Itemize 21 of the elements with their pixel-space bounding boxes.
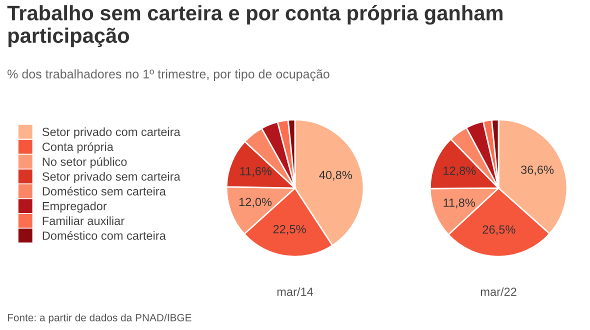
legend-label: Setor privado com carteira bbox=[42, 127, 180, 138]
data-label: 40,8% bbox=[319, 170, 352, 181]
text: mar/14 bbox=[277, 287, 314, 296]
data-label: 11,6% bbox=[240, 167, 272, 177]
chart-subtitle: % dos trabalhadores no 1º trimestre, por tipo de ocupação bbox=[8, 69, 330, 82]
legend-label: Doméstico com carteira bbox=[42, 231, 166, 240]
text: mar/22 bbox=[480, 287, 516, 296]
legend-label: Conta própria bbox=[42, 142, 114, 154]
source-note: Fonte: a partir de dados da PNAD/IBGE bbox=[8, 314, 192, 324]
data-label: 12,0% bbox=[239, 198, 272, 208]
data-label: 36,6% bbox=[520, 166, 554, 176]
data-label: 26,5% bbox=[482, 225, 516, 236]
chart-title: Trabalho sem carteira e por conta própria ganham participação bbox=[7, 4, 502, 48]
data-label: 11,8% bbox=[444, 198, 475, 208]
legend-label: Empregador bbox=[42, 202, 107, 213]
data-label: 12,8% bbox=[444, 166, 476, 176]
data-label: 22,5% bbox=[273, 224, 306, 235]
legend-label: Doméstico sem carteira bbox=[42, 186, 166, 196]
legend-label: No setor público bbox=[42, 157, 127, 168]
legend-label: Setor privado sem carteira bbox=[42, 172, 180, 184]
legend-label: Familiar auxiliar bbox=[42, 216, 124, 226]
